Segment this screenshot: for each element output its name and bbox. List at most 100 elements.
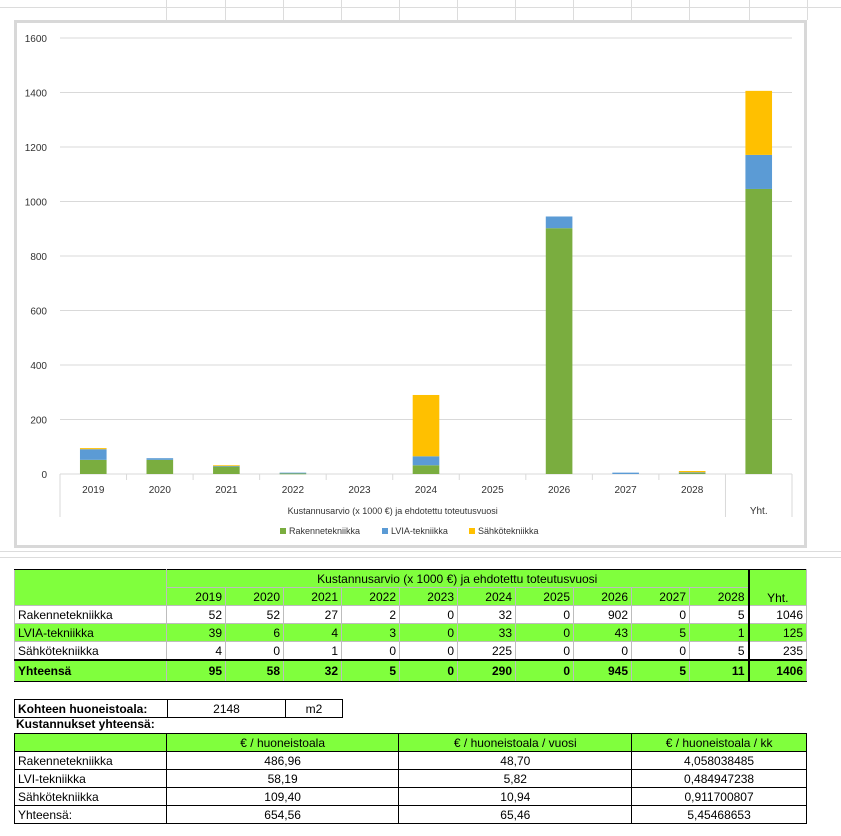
- rates-cell: 4,058038485: [631, 751, 807, 770]
- costs-table: Kustannusarvio (x 1000 €) ja ehdotettu t…: [14, 569, 807, 682]
- cost-cell: 4: [283, 623, 342, 642]
- legend-label: Sähkötekniikka: [478, 526, 539, 536]
- legend: Rakennetekniikka LVIA-tekniikka Sähkötekni…: [280, 526, 539, 536]
- cost-cell: 0: [631, 605, 690, 624]
- cost-cell: 0: [399, 641, 458, 661]
- rates-row: Yhteensä: 654,56 65,46 5,45468653: [14, 805, 807, 824]
- rates-row-label: LVI-tekniikka: [14, 769, 167, 788]
- y-tick-label: 1600: [25, 34, 48, 45]
- cost-cell: 5: [689, 641, 750, 661]
- sum-row: Yhteensä 95 58 32 5 0 290 0 945 5 11 1406: [14, 659, 807, 682]
- table-row: LVIA-tekniikka 39 6 4 3 0 33 0 43 5 1 125: [14, 623, 807, 642]
- bar-segment-sähkötekniikka-2019: [79, 448, 107, 450]
- cost-cell: 2: [341, 605, 400, 624]
- x-axis-title: Kustannusarvio (x 1000 €) ja ehdotettu t…: [288, 506, 498, 516]
- cost-cell: 95: [166, 659, 226, 682]
- cost-cell: 5: [631, 623, 690, 642]
- y-tick-label: 800: [30, 252, 47, 263]
- rates-cell: 65,46: [398, 805, 633, 824]
- bar-segment-lvia-tekniikka-2024: [412, 456, 440, 466]
- rates-row: LVI-tekniikka 58,19 5,82 0,484947238: [14, 769, 807, 788]
- cost-cell: 3: [341, 623, 400, 642]
- cost-cell: 902: [573, 605, 632, 624]
- year-header-2026: 2026: [573, 587, 632, 606]
- stacked-bar-chart: 0 200 400 600 800 1000 1200 1400 1600 2019 2020 202…: [25, 34, 793, 536]
- legend-swatch: [280, 528, 286, 534]
- rates-row: Rakennetekniikka 486,96 48,70 4,058038485: [14, 751, 807, 770]
- row-total: 235: [748, 641, 807, 661]
- costs-table-title: Kustannusarvio (x 1000 €) ja ehdotettu t…: [166, 569, 749, 588]
- area-unit: m2: [285, 699, 343, 718]
- legend-label: LVIA-tekniikka: [391, 526, 448, 536]
- rates-corner-cell: [14, 733, 167, 752]
- bar-segment-lvia-tekniikka-2020: [146, 458, 174, 460]
- rates-cell: 0,911700807: [631, 787, 807, 806]
- bar-segment-rakennetekniikka-2019: [79, 459, 107, 474]
- row-total: 1046: [748, 605, 807, 624]
- cost-cell: 32: [283, 659, 342, 682]
- x-tick-label: 2027: [615, 485, 638, 496]
- cost-cell: 52: [166, 605, 226, 624]
- rates-cell: 10,94: [398, 787, 633, 806]
- y-tick-label: 1000: [25, 198, 48, 209]
- y-tick-label: 200: [30, 416, 47, 427]
- cost-cell: 945: [573, 659, 632, 682]
- totals-label: Kustannukset yhteensä:: [16, 717, 155, 731]
- row-label: LVIA-tekniikka: [14, 623, 167, 642]
- bar-segment-rakennetekniikka-2022: [279, 473, 307, 475]
- x-tick-label: 2020: [149, 485, 172, 496]
- cost-cell: 0: [341, 641, 400, 661]
- cost-cell: 0: [399, 605, 458, 624]
- row-label: Yhteensä: [14, 659, 167, 682]
- x-tick-label: 2022: [282, 485, 305, 496]
- total-column-header: Yht.: [747, 569, 807, 606]
- bar-segment-sähkötekniikka-yht: [745, 90, 773, 155]
- cost-cell: 290: [457, 659, 516, 682]
- cost-cell: 4: [166, 641, 226, 661]
- cost-cell: 43: [573, 623, 632, 642]
- rates-cell: 486,96: [165, 751, 400, 770]
- corner-cell: [14, 569, 167, 606]
- year-header-2028: 2028: [689, 587, 750, 606]
- x-tick-label: 2021: [215, 485, 238, 496]
- bar-segment-lvia-tekniikka-2019: [79, 449, 107, 460]
- legend-swatch: [469, 528, 475, 534]
- x-tick-label: 2023: [348, 485, 371, 496]
- bar-segment-lvia-tekniikka-2027: [612, 472, 639, 474]
- cost-cell: 5: [631, 659, 690, 682]
- cost-cell: 0: [631, 641, 690, 661]
- bar-segment-lvia-tekniikka-2028: [678, 472, 706, 474]
- bar-segment-lvia-tekniikka-2026: [545, 216, 573, 229]
- cost-cell: 6: [225, 623, 284, 642]
- rates-row-label: Rakennetekniikka: [14, 751, 167, 770]
- cost-cell: 0: [515, 605, 574, 624]
- legend-swatch: [382, 528, 388, 534]
- year-header-2019: 2019: [166, 587, 226, 606]
- rates-cell: 48,70: [398, 751, 633, 770]
- year-header-2025: 2025: [515, 587, 574, 606]
- cost-cell: 0: [399, 623, 458, 642]
- chart-frame: 0 200 400 600 800 1000 1200 1400 1600 2019 2020 202…: [14, 20, 807, 548]
- rates-cell: 58,19: [165, 769, 400, 788]
- cost-cell: 0: [515, 641, 574, 661]
- row-label: Sähkötekniikka: [14, 641, 167, 661]
- rates-row-label: Sähkötekniikka: [14, 787, 167, 806]
- y-tick-label: 400: [30, 361, 47, 372]
- year-header-2021: 2021: [283, 587, 342, 606]
- x-tick-label: 2019: [82, 485, 105, 496]
- y-tick-label: 1200: [25, 143, 48, 154]
- bar-segment-sähkötekniikka-2021: [213, 465, 240, 467]
- bar-segment-lvia-tekniikka-2022: [279, 472, 307, 474]
- cost-cell: 39: [166, 623, 226, 642]
- y-tick-label: 1400: [25, 89, 48, 100]
- cost-cell: 11: [689, 659, 750, 682]
- x-tick-label: 2025: [481, 485, 504, 496]
- cost-cell: 33: [457, 623, 516, 642]
- rates-cell: 5,82: [398, 769, 633, 788]
- year-header-2023: 2023: [399, 587, 458, 606]
- rates-cell: 0,484947238: [631, 769, 807, 788]
- y-tick-label: 600: [30, 307, 47, 318]
- cost-cell: 0: [573, 641, 632, 661]
- area-value: 2148: [167, 699, 286, 718]
